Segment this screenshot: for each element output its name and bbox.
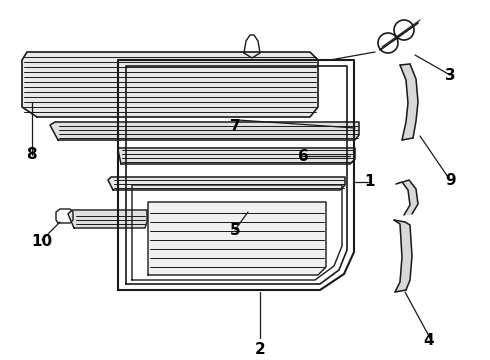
Polygon shape [118, 148, 355, 164]
Text: 6: 6 [298, 149, 309, 164]
Text: 2: 2 [254, 342, 265, 357]
Polygon shape [396, 180, 418, 215]
Polygon shape [394, 220, 412, 292]
Text: 7: 7 [230, 118, 241, 134]
Text: 3: 3 [445, 68, 456, 83]
Polygon shape [68, 210, 147, 228]
Polygon shape [108, 177, 345, 190]
Text: 5: 5 [230, 223, 241, 238]
Polygon shape [400, 64, 418, 140]
Text: 8: 8 [26, 147, 37, 162]
Text: 4: 4 [423, 333, 434, 348]
Polygon shape [148, 202, 326, 275]
Text: 1: 1 [365, 174, 375, 189]
Polygon shape [50, 122, 359, 140]
Text: 9: 9 [445, 172, 456, 188]
Polygon shape [22, 52, 318, 117]
Text: 10: 10 [31, 234, 52, 249]
